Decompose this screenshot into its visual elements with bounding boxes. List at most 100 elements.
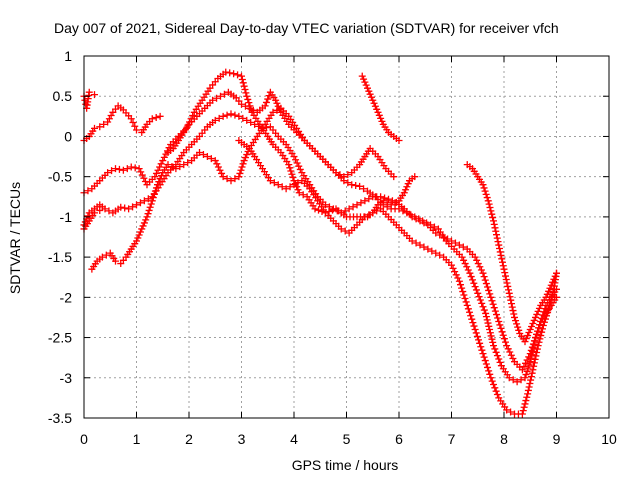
data-point-fill	[540, 309, 552, 326]
data-point	[282, 185, 290, 193]
data-point	[235, 173, 243, 181]
x-tick-labels: 0 1 2 3 4 5 6 7 8 9 10	[80, 431, 617, 447]
data-point-fill	[137, 168, 149, 185]
data-point-fill	[383, 203, 391, 211]
data-point-fill	[344, 179, 352, 187]
data-point	[553, 269, 560, 277]
data-point-fill	[453, 248, 463, 258]
data-point	[337, 225, 345, 233]
data-point	[458, 253, 466, 261]
data-point-fill	[124, 248, 133, 258]
data-point	[96, 123, 104, 131]
data-series-10	[463, 161, 560, 346]
data-point-fill	[286, 183, 294, 191]
data-point-fill	[174, 152, 186, 166]
data-point	[91, 124, 98, 132]
data-point	[518, 366, 526, 374]
data-point-fill	[295, 131, 306, 142]
data-point-fill	[131, 164, 139, 172]
data-point-fill	[476, 175, 485, 186]
data-point-fill	[379, 208, 390, 218]
data-point-fill	[176, 163, 184, 171]
data-point	[400, 189, 408, 197]
data-point-fill	[442, 256, 453, 266]
data-point	[547, 281, 555, 289]
y-tick-labels: -3.5 -3 -2.5 -2 -1.5 -1 -0.5 0 0.5 1	[48, 48, 72, 426]
data-point-fill	[149, 184, 160, 202]
y-tick-label: -2.5	[48, 330, 72, 346]
data-point-fill	[223, 175, 231, 183]
data-point	[479, 181, 487, 189]
data-point	[112, 257, 119, 265]
data-point	[495, 241, 503, 249]
data-point-fill	[279, 152, 291, 166]
data-point	[395, 205, 403, 213]
data-point-fill	[182, 143, 193, 154]
data-point	[135, 165, 143, 173]
data-point-fill	[278, 183, 286, 191]
data-point-fill	[192, 99, 204, 113]
data-point-fill	[266, 135, 275, 146]
data-point	[101, 205, 109, 213]
data-point-fill	[402, 180, 412, 194]
data-point-fill	[227, 90, 238, 100]
data-point	[238, 100, 245, 108]
data-point-fill	[539, 296, 548, 307]
data-point-fill	[412, 239, 420, 247]
data-point	[127, 163, 135, 171]
data-point-fill	[496, 321, 509, 346]
data-point-fill	[319, 155, 329, 166]
data-point-fill	[256, 104, 266, 114]
data-point	[484, 197, 492, 205]
data-point-fill	[171, 139, 181, 150]
data-point-fill	[90, 260, 99, 270]
data-point	[119, 166, 127, 174]
data-point-fill	[287, 123, 298, 134]
data-point-fill	[213, 94, 221, 102]
data-point	[542, 293, 550, 301]
data-point-fill	[231, 175, 239, 183]
data-point	[503, 342, 511, 350]
data-point	[211, 116, 219, 124]
x-tick-label: 6	[395, 431, 403, 447]
data-point	[332, 169, 340, 177]
data-point	[91, 91, 98, 99]
data-point-fill	[108, 167, 116, 175]
data-point-fill	[445, 240, 455, 250]
data-series-8	[358, 72, 403, 144]
data-point	[361, 197, 369, 205]
data-point-fill	[129, 119, 139, 130]
x-tick-label: 3	[238, 431, 246, 447]
data-point	[274, 181, 282, 189]
data-point-fill	[247, 147, 257, 158]
data-point-fill	[152, 114, 160, 122]
data-point	[369, 96, 377, 104]
data-point	[361, 213, 369, 221]
data-point	[345, 205, 353, 213]
data-point-fill	[346, 213, 357, 221]
data-point-fill	[268, 91, 278, 102]
data-point	[487, 374, 495, 382]
data-point-fill	[497, 397, 509, 411]
data-point-fill	[513, 360, 524, 371]
data-point	[172, 165, 180, 173]
data-point-fill	[357, 213, 368, 221]
data-point-fill	[363, 147, 372, 158]
data-point-fill	[376, 156, 388, 170]
data-series-9	[235, 136, 560, 418]
data-point	[133, 237, 140, 245]
data-point-fill	[436, 228, 448, 242]
data-point-fill	[324, 212, 335, 222]
data-point-fill	[381, 194, 389, 202]
data-point-fill	[236, 160, 247, 177]
data-point-fill	[543, 284, 554, 298]
data-point-fill	[220, 90, 228, 98]
data-point-fill	[108, 252, 118, 262]
data-point-fill	[102, 251, 110, 259]
data-point-fill	[272, 143, 282, 154]
data-point	[482, 309, 490, 317]
data-point-fill	[341, 227, 349, 235]
data-point	[143, 213, 151, 221]
data-point-fill	[213, 160, 226, 177]
data-point	[133, 201, 140, 209]
